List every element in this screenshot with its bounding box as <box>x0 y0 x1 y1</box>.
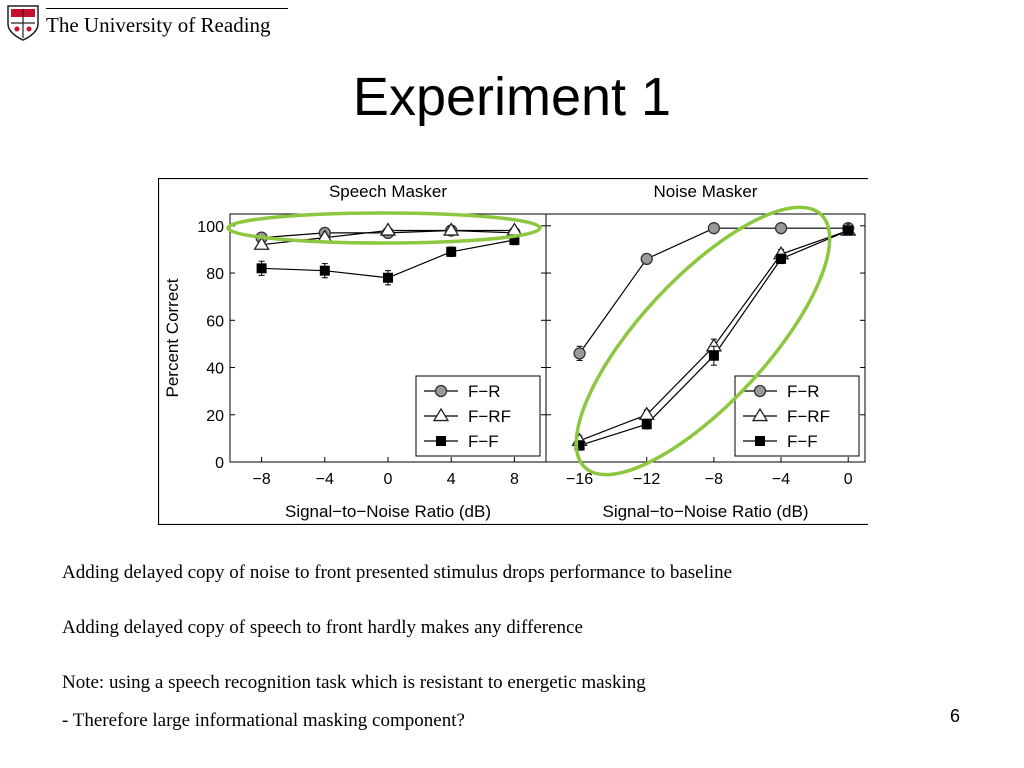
panel-2-x-tick-label: −16 <box>566 471 593 488</box>
panel-2-legend-marker-square <box>755 436 765 446</box>
panel-2-point-circle <box>640 252 653 266</box>
panel-1-legend-marker-triangle <box>432 407 450 422</box>
panel-2-point-circle <box>707 222 721 235</box>
panel-2-point-square <box>843 225 854 236</box>
panel-2-legend-marker-circle <box>753 384 767 398</box>
panel-2-legend-label: F−RF <box>787 407 830 426</box>
panel-1-point-square <box>446 246 457 257</box>
university-crest-icon <box>7 5 39 41</box>
slide-title: Experiment 1 <box>352 67 672 127</box>
panel-1-legend-label: F−F <box>468 432 499 451</box>
panel-1-y-tick-label: 100 <box>197 219 224 236</box>
panel-2-plot-area <box>545 213 866 463</box>
note-speech-copy: Adding delayed copy of speech to front h… <box>62 617 583 638</box>
panel-2-x-tick-label: −8 <box>705 471 723 488</box>
panel-2-highlight-ellipse <box>574 205 832 477</box>
panel-1-y-tick-label: 80 <box>206 266 224 283</box>
panel-1-x-tick-label: 4 <box>447 471 456 488</box>
panel-1-point-square <box>509 234 520 245</box>
panel-2-x-tick-label: −12 <box>633 471 660 488</box>
panel-1-highlight-ellipse <box>226 211 542 245</box>
university-logo: The University of Reading <box>6 4 288 44</box>
panel-1-legend-marker-circle <box>434 384 448 398</box>
university-name: The University of Reading <box>46 13 271 37</box>
results-chart: Speech Masker −8 −4 0 4 8 Signal−to−Noise Rati… <box>157 177 880 526</box>
panel-1-x-axis-label: Signal−to−Noise Ratio (dB) <box>285 502 491 521</box>
logo-rule <box>46 8 288 9</box>
note-noise-copy: Adding delayed copy of noise to front pr… <box>62 562 733 583</box>
panel-1-legend-label: F−RF <box>468 407 511 426</box>
panel-1-y-tick-label: 20 <box>206 408 224 425</box>
panel-1-point-square <box>319 265 330 276</box>
panel-2-point-square <box>574 440 585 451</box>
panel-1-y-tick-label: 60 <box>206 313 224 330</box>
panel-2-title: Noise Masker <box>654 182 758 201</box>
note-energetic-masking: Note: using a speech recognition task wh… <box>62 672 646 693</box>
panel-1-y-tick-label: 0 <box>215 455 224 472</box>
panel-2-point-circle <box>573 347 586 360</box>
panel-2-x-tick-label: 0 <box>844 471 853 488</box>
panel-2-x-tick-label: −4 <box>772 471 790 488</box>
panel-1-legend-marker-square <box>436 436 446 446</box>
panel-2-x-axis-label: Signal−to−Noise Ratio (dB) <box>602 502 808 521</box>
panel-1-title: Speech Masker <box>329 182 447 201</box>
panel-1-x-tick-label: 8 <box>510 471 519 488</box>
panel-2-point-circle <box>774 222 788 235</box>
panel-1-point-square <box>383 272 393 283</box>
panel-2-legend-marker-triangle <box>751 407 769 422</box>
panel-2-point-square <box>776 253 787 264</box>
panel-2-legend-label: F−R <box>787 382 820 401</box>
figure: Speech Masker −8 −4 0 4 8 Signal−to−Noise Rati… <box>157 177 880 526</box>
panel-1-point-triangle <box>379 222 397 236</box>
page-number: 6 <box>950 706 961 726</box>
panel-2-point-square <box>641 419 652 430</box>
panel-1-x-tick-label: −8 <box>252 471 270 488</box>
panel-2-legend-label: F−F <box>787 432 818 451</box>
note-informational-masking: - Therefore large informational masking … <box>62 710 465 731</box>
panel-1-x-tick-label: 0 <box>384 471 393 488</box>
panel-1-point-square <box>256 263 267 274</box>
panel-1-point-triangle <box>253 236 270 250</box>
panel-1-point-triangle <box>443 222 460 236</box>
panel-2-point-square <box>708 350 719 361</box>
panel-1-x-tick-label: −4 <box>316 471 334 488</box>
panel-1-legend-label: F−R <box>468 382 501 401</box>
panel-1-y-axis-label: Percent Correct <box>163 278 182 397</box>
panel-1-y-tick-label: 40 <box>206 361 224 378</box>
